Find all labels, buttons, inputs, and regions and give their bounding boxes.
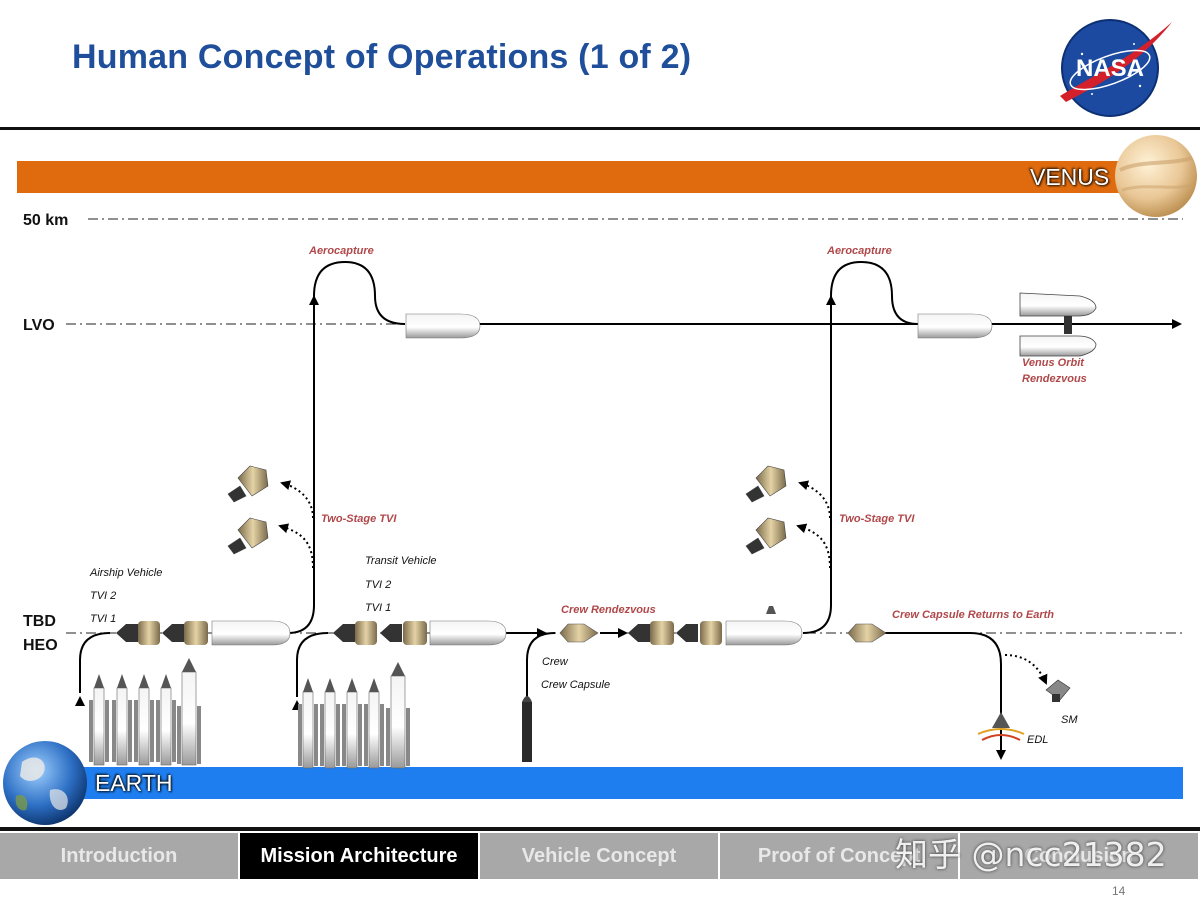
label-airship-vehicle: Airship Vehicle bbox=[90, 567, 163, 579]
launch-vehicles-1 bbox=[89, 658, 201, 766]
label-two-stage-tvi-1: Two-Stage TVI bbox=[321, 513, 397, 525]
transit-vehicle-stack bbox=[333, 620, 507, 646]
service-module bbox=[1045, 679, 1071, 702]
crew-launch-rocket bbox=[522, 696, 532, 762]
label-two-stage-tvi-2: Two-Stage TVI bbox=[839, 513, 915, 525]
venus-orbit-rendezvous-vehicles bbox=[1019, 292, 1097, 357]
section-nav: Introduction Mission Architecture Vehicl… bbox=[0, 833, 1200, 879]
venus-label: VENUS bbox=[1030, 164, 1110, 190]
header-rule bbox=[0, 127, 1200, 130]
venus-band bbox=[17, 161, 1183, 193]
tab-vehicle-concept[interactable]: Vehicle Concept bbox=[480, 833, 720, 879]
label-crew: Crew bbox=[542, 656, 568, 668]
level-heo: HEO bbox=[23, 637, 58, 654]
launch-vehicles-2 bbox=[298, 662, 410, 769]
svg-text:NASA: NASA bbox=[1076, 55, 1144, 82]
label-aerocapture-2: Aerocapture bbox=[827, 245, 892, 257]
label-crew-rendezvous: Crew Rendezvous bbox=[561, 604, 656, 616]
label-crew-capsule: Crew Capsule bbox=[541, 679, 611, 691]
crew-capsule-1 bbox=[559, 623, 599, 643]
tab-introduction[interactable]: Introduction bbox=[0, 833, 240, 879]
level-lvo: LVO bbox=[23, 317, 55, 334]
level-tbd: TBD bbox=[23, 613, 56, 630]
crew-capsule-2 bbox=[847, 623, 887, 643]
earth-band bbox=[17, 767, 1183, 799]
label-venus-orbit: Venus Orbit bbox=[1022, 357, 1084, 369]
edl-capsule bbox=[977, 712, 1025, 741]
label-rendezvous: Rendezvous bbox=[1022, 373, 1087, 385]
label-crew-capsule-returns: Crew Capsule Returns to Earth bbox=[892, 609, 1054, 621]
label-tvi1-b: TVI 1 bbox=[365, 602, 392, 614]
label-tvi2-a: TVI 2 bbox=[90, 590, 117, 602]
level-50km: 50 km bbox=[23, 212, 69, 229]
label-tvi1-a: TVI 1 bbox=[90, 613, 117, 625]
tvi-capsules-1 bbox=[227, 465, 269, 555]
tab-conclusion[interactable]: Conclusion bbox=[960, 833, 1200, 879]
label-tvi2-b: TVI 2 bbox=[365, 579, 392, 591]
label-sm: SM bbox=[1061, 714, 1078, 726]
tvi-capsules-2 bbox=[745, 465, 787, 555]
label-aerocapture-1: Aerocapture bbox=[309, 245, 374, 257]
lvo-vehicle-2 bbox=[917, 313, 993, 339]
combined-stack bbox=[628, 606, 803, 646]
tab-proof-of-concept[interactable]: Proof of Concept bbox=[720, 833, 960, 879]
label-edl: EDL bbox=[1027, 734, 1049, 746]
page-title: Human Concept of Operations (1 of 2) bbox=[72, 38, 692, 76]
tab-mission-architecture[interactable]: Mission Architecture bbox=[240, 833, 480, 879]
lvo-vehicle-1 bbox=[405, 313, 481, 339]
airship-vehicle-stack bbox=[116, 620, 291, 646]
venus-planet bbox=[1115, 135, 1197, 217]
earth-label: EARTH bbox=[95, 770, 173, 796]
page-number: 14 bbox=[1112, 884, 1126, 898]
label-transit-vehicle: Transit Vehicle bbox=[365, 555, 437, 567]
earth-planet bbox=[3, 741, 87, 825]
watermark: 知乎 @ncc21382 bbox=[895, 835, 1167, 874]
footer-rule bbox=[0, 827, 1200, 831]
nasa-logo: NASA bbox=[1060, 19, 1172, 117]
